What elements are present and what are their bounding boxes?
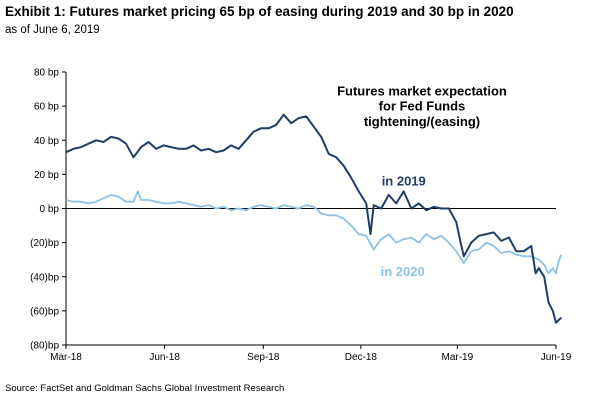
axes: 80 bp 60 bp 40 bp 20 bp 0 bp (20)bp (40)bp (60)… (30, 68, 572, 364)
series-lines (65, 113, 563, 324)
source-note: Source: FactSet and Goldman Sachs Global… (5, 383, 285, 394)
y-tick-label: 0 bp (40, 204, 60, 215)
chart-subtitle: as of June 6, 2019 (5, 24, 100, 36)
y-tick-label: (60)bp (30, 306, 59, 317)
series-label: in 2020 (381, 264, 425, 279)
y-tick-label: (80)bp (30, 341, 59, 352)
series-label: in 2019 (382, 174, 426, 189)
x-tick-label: Jun-19 (541, 352, 572, 363)
series-line-2020 (65, 190, 563, 275)
y-tick-label: (40)bp (30, 272, 59, 283)
x-tick-label: Sep-18 (247, 352, 280, 363)
y-tick-label: 20 bp (34, 170, 59, 181)
chart-annotation: for Fed Funds (379, 99, 466, 114)
y-tick-label: 80 bp (34, 68, 59, 79)
x-tick-label: Jun-18 (149, 352, 180, 363)
y-tick-label: 60 bp (34, 102, 59, 113)
chart-annotation: tightening/(easing) (364, 114, 480, 129)
x-tick-label: Mar-19 (442, 352, 474, 363)
y-tick-label: (20)bp (30, 238, 59, 249)
x-tick-label: Mar-18 (50, 352, 82, 363)
series-line-2019 (65, 113, 563, 324)
x-tick-label: Dec-18 (345, 352, 378, 363)
chart-annotation: Futures market expectation (337, 83, 507, 98)
chart-title: Exhibit 1: Futures market pricing 65 bp … (5, 4, 514, 19)
y-tick-label: 40 bp (34, 136, 59, 147)
